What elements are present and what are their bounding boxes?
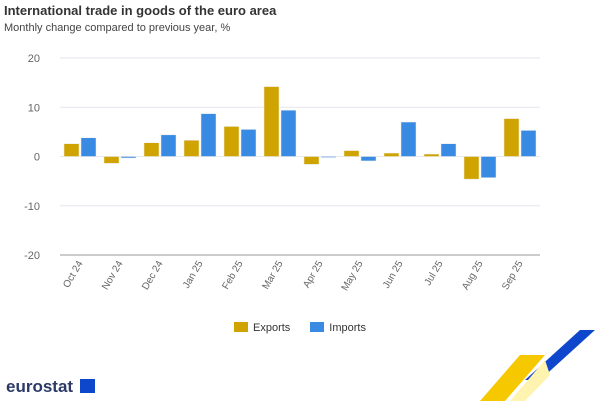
- bar-exports: [63, 143, 80, 157]
- chart-plot: 20 10 0 -10 -20 Oct 24 Nov 24 Dec 24 Jan 25 Feb 2…: [24, 53, 540, 293]
- bar-imports: [200, 113, 217, 157]
- x-tick-label: Sep 25: [500, 259, 526, 292]
- bar-imports: [120, 156, 137, 159]
- legend-label-imports: Imports: [329, 322, 366, 334]
- legend-exports[interactable]: Exports: [234, 322, 290, 334]
- bar-imports: [320, 156, 337, 158]
- bar-exports: [263, 86, 280, 157]
- x-tick-label: Feb 25: [221, 259, 246, 292]
- bar-exports: [383, 152, 400, 157]
- bar-imports: [240, 129, 257, 157]
- bar-imports: [160, 134, 177, 157]
- y-tick-label: 0: [34, 152, 40, 164]
- bar-exports: [423, 153, 440, 157]
- bar-imports: [80, 137, 97, 157]
- legend-imports[interactable]: Imports: [310, 322, 366, 334]
- bar-exports: [303, 156, 320, 165]
- bar-exports: [343, 150, 360, 157]
- y-tick-label: 20: [28, 53, 40, 65]
- x-tick-label: May 25: [340, 259, 366, 293]
- chart-title: International trade in goods of the euro…: [4, 3, 277, 18]
- y-tick-label: -10: [24, 201, 40, 213]
- bar-exports: [223, 126, 240, 157]
- bar-imports: [440, 143, 457, 157]
- bar-imports: [400, 121, 417, 157]
- x-tick-label: Jan 25: [181, 259, 206, 291]
- eurostat-logo: eurostat: [6, 377, 74, 396]
- bar-exports: [143, 142, 160, 157]
- bar-imports: [480, 156, 497, 178]
- y-tick-label: 10: [28, 102, 40, 114]
- x-tick-label: Jun 25: [381, 259, 406, 291]
- bar-exports: [103, 156, 120, 164]
- x-tick-label: Aug 25: [460, 259, 486, 292]
- bar-imports: [360, 156, 377, 162]
- x-tick-label: Oct 24: [61, 259, 85, 290]
- bar-imports: [520, 130, 537, 157]
- legend-swatch-imports: [310, 322, 325, 332]
- bar-exports: [183, 139, 200, 157]
- eu-flag-icon: [80, 379, 95, 393]
- bar-exports: [463, 156, 480, 180]
- legend: Exports Imports: [0, 322, 600, 334]
- x-tick-label: Apr 25: [301, 259, 325, 290]
- y-tick-label: -20: [24, 250, 40, 262]
- bar-exports: [503, 118, 520, 157]
- chart-subtitle: Monthly change compared to previous year…: [4, 22, 231, 34]
- legend-label-exports: Exports: [253, 322, 291, 334]
- x-tick-label: Dec 24: [140, 259, 166, 292]
- bar-imports: [280, 109, 297, 157]
- decorative-stripes-icon: [480, 330, 595, 401]
- x-tick-label: Jul 25: [423, 259, 446, 288]
- x-tick-label: Mar 25: [261, 259, 286, 292]
- legend-swatch-exports: [234, 322, 248, 332]
- x-tick-label: Nov 24: [100, 259, 126, 292]
